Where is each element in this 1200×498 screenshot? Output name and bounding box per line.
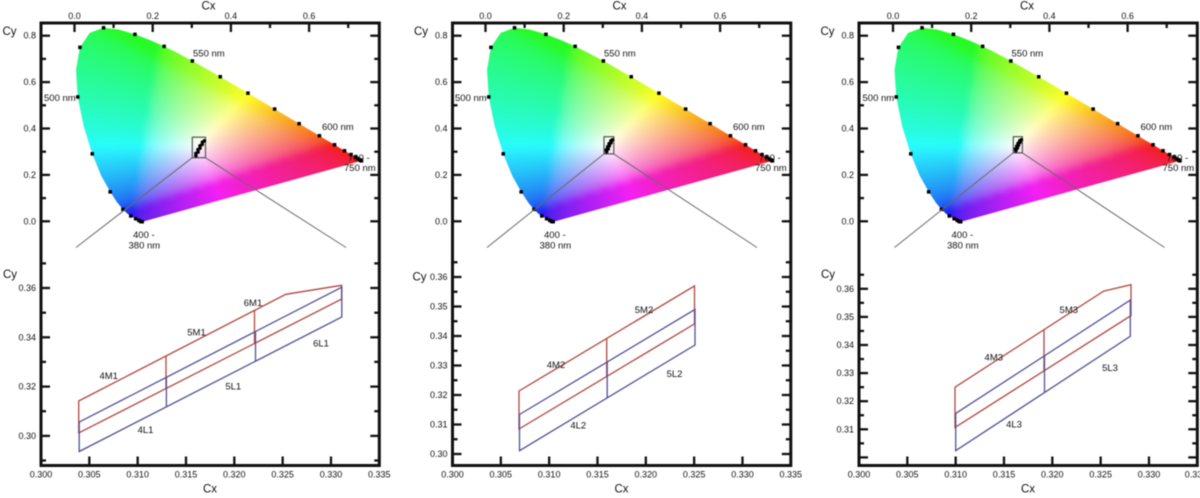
svg-text:0.33: 0.33: [836, 368, 854, 378]
svg-text:5M2: 5M2: [635, 305, 653, 316]
svg-text:4L1: 4L1: [138, 425, 154, 436]
svg-text:0.335: 0.335: [368, 470, 391, 480]
svg-text:0.35: 0.35: [430, 302, 448, 312]
svg-text:0.320: 0.320: [635, 470, 658, 480]
svg-text:Cx: Cx: [201, 1, 215, 13]
svg-text:0.305: 0.305: [896, 470, 919, 480]
svg-text:0.34: 0.34: [18, 332, 36, 342]
svg-text:0.325: 0.325: [683, 470, 706, 480]
svg-text:0.35: 0.35: [836, 312, 854, 322]
svg-text:0.0: 0.0: [68, 11, 81, 21]
svg-text:0.325: 0.325: [271, 470, 294, 480]
svg-text:Cy: Cy: [2, 26, 16, 38]
svg-text:0.32: 0.32: [18, 382, 36, 392]
svg-text:0.4: 0.4: [225, 11, 238, 21]
svg-text:0.30: 0.30: [18, 431, 36, 441]
svg-text:0.310: 0.310: [538, 470, 561, 480]
svg-text:0.0: 0.0: [435, 216, 448, 226]
svg-text:4M3: 4M3: [985, 353, 1003, 364]
svg-text:0.6: 0.6: [841, 77, 854, 87]
svg-text:0.0: 0.0: [479, 11, 492, 21]
svg-text:4L3: 4L3: [1006, 420, 1022, 431]
svg-text:0.36: 0.36: [430, 272, 448, 282]
svg-text:4L2: 4L2: [570, 421, 586, 432]
svg-text:0.310: 0.310: [126, 470, 149, 480]
svg-text:Cx: Cx: [612, 1, 626, 13]
svg-text:0.320: 0.320: [223, 470, 246, 480]
svg-text:0.32: 0.32: [430, 390, 448, 400]
svg-text:0.34: 0.34: [836, 340, 854, 350]
svg-text:Cy: Cy: [820, 26, 834, 38]
svg-text:0.36: 0.36: [836, 284, 854, 294]
svg-text:0.4: 0.4: [23, 124, 36, 134]
svg-text:5M1: 5M1: [187, 328, 205, 339]
svg-text:0.335: 0.335: [780, 470, 803, 480]
svg-text:0.8: 0.8: [435, 31, 448, 41]
svg-text:5L2: 5L2: [667, 369, 683, 380]
svg-text:Cx: Cx: [1021, 484, 1035, 496]
svg-text:0.315: 0.315: [993, 470, 1016, 480]
svg-text:5M3: 5M3: [1060, 305, 1078, 316]
svg-text:0.300: 0.300: [30, 470, 53, 480]
svg-text:0.300: 0.300: [441, 470, 464, 480]
svg-text:0.8: 0.8: [841, 31, 854, 41]
svg-text:Cy: Cy: [3, 269, 17, 281]
svg-text:0.315: 0.315: [175, 470, 198, 480]
svg-text:4M2: 4M2: [547, 360, 565, 371]
svg-text:Cy: Cy: [412, 272, 426, 284]
svg-text:0.31: 0.31: [836, 424, 854, 434]
svg-text:0.310: 0.310: [944, 470, 967, 480]
svg-text:0.6: 0.6: [23, 77, 36, 87]
svg-text:Cx: Cx: [1020, 1, 1034, 13]
svg-text:0.330: 0.330: [731, 470, 754, 480]
svg-text:0.4: 0.4: [636, 11, 649, 21]
svg-text:0.8: 0.8: [23, 31, 36, 41]
svg-text:6L1: 6L1: [313, 339, 329, 350]
svg-text:0.2: 0.2: [557, 11, 570, 21]
svg-text:0.6: 0.6: [435, 77, 448, 87]
svg-text:0.335: 0.335: [1185, 470, 1200, 480]
svg-text:0.2: 0.2: [841, 170, 854, 180]
svg-text:0.32: 0.32: [836, 396, 854, 406]
svg-text:6M1: 6M1: [244, 298, 262, 309]
svg-text:0.0: 0.0: [23, 216, 36, 226]
svg-text:0.31: 0.31: [430, 420, 448, 430]
svg-text:0.0: 0.0: [841, 216, 854, 226]
svg-text:0.2: 0.2: [146, 11, 159, 21]
svg-text:0.4: 0.4: [435, 124, 448, 134]
svg-text:0.2: 0.2: [435, 170, 448, 180]
svg-text:0.330: 0.330: [320, 470, 343, 480]
svg-text:0.325: 0.325: [1089, 470, 1112, 480]
svg-text:Cy: Cy: [821, 269, 835, 281]
svg-text:0.300: 0.300: [848, 470, 871, 480]
svg-text:0.0: 0.0: [887, 11, 900, 21]
svg-text:0.6: 0.6: [714, 11, 727, 21]
svg-text:0.4: 0.4: [841, 124, 854, 134]
svg-text:0.30: 0.30: [430, 449, 448, 459]
svg-text:0.2: 0.2: [23, 170, 36, 180]
svg-text:0.315: 0.315: [586, 470, 609, 480]
svg-text:0.320: 0.320: [1041, 470, 1064, 480]
svg-text:0.330: 0.330: [1138, 470, 1161, 480]
svg-text:0.34: 0.34: [430, 331, 448, 341]
svg-text:Cx: Cx: [614, 484, 628, 496]
svg-text:0.305: 0.305: [78, 470, 101, 480]
svg-text:5L3: 5L3: [1102, 363, 1118, 374]
svg-text:0.33: 0.33: [430, 361, 448, 371]
svg-text:0.6: 0.6: [1121, 11, 1134, 21]
svg-text:0.2: 0.2: [965, 11, 978, 21]
svg-text:Cx: Cx: [203, 484, 217, 496]
svg-text:0.305: 0.305: [490, 470, 513, 480]
svg-text:Cy: Cy: [414, 26, 428, 38]
svg-text:4M1: 4M1: [99, 371, 117, 382]
svg-text:5L1: 5L1: [225, 382, 241, 393]
svg-text:0.36: 0.36: [18, 283, 36, 293]
svg-text:0.4: 0.4: [1043, 11, 1056, 21]
svg-text:0.6: 0.6: [303, 11, 316, 21]
